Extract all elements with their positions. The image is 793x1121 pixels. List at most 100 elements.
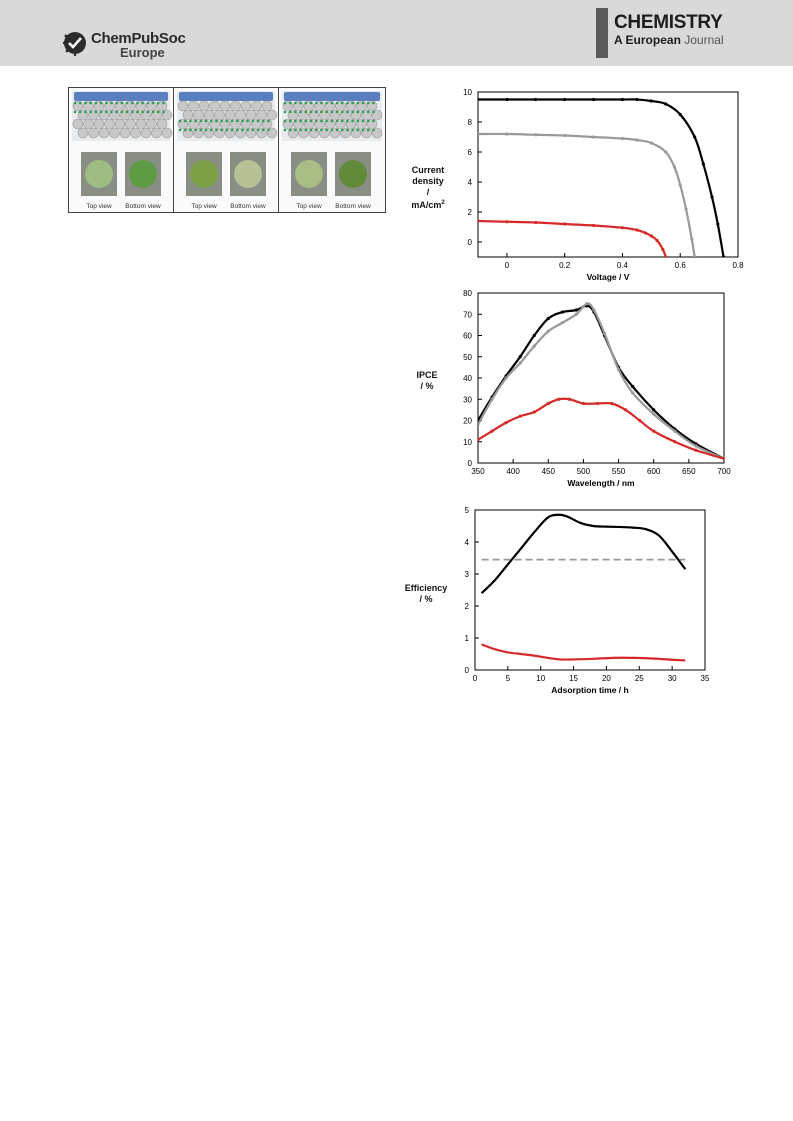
- dye-molecule: [288, 110, 292, 114]
- data-point-gray: [518, 361, 522, 365]
- dye-molecule: [199, 119, 203, 123]
- dye-molecule: [335, 110, 339, 114]
- dye-molecule: [84, 110, 87, 114]
- data-point-black: [664, 102, 668, 106]
- y-tick-label: 40: [463, 374, 472, 383]
- dye-molecule: [156, 101, 160, 105]
- x-tick-label: 0: [473, 674, 478, 683]
- dye-molecule: [194, 128, 197, 132]
- dye-molecule: [356, 119, 360, 123]
- jv-ylabel-line3: /: [426, 187, 430, 197]
- dye-molecule: [99, 110, 103, 114]
- data-point-black: [563, 97, 567, 102]
- dye-molecule: [267, 119, 270, 123]
- data-point-gray: [693, 255, 697, 257]
- dye-molecule: [340, 110, 344, 114]
- jv-ylabel-line4: mA/cm: [411, 200, 442, 210]
- data-point-gray: [616, 367, 621, 372]
- dye-molecule: [235, 119, 239, 123]
- dye-molecule: [325, 101, 328, 105]
- tio2-particle: [161, 127, 173, 139]
- y-tick-label: 2: [468, 208, 473, 217]
- tio2-particle: [72, 118, 84, 130]
- data-point-red: [649, 234, 653, 238]
- x-tick-label: 0.6: [675, 261, 687, 270]
- dye-molecule: [136, 101, 139, 105]
- dye-molecule: [151, 110, 155, 114]
- dye-molecule: [146, 110, 150, 114]
- dye-molecule: [330, 119, 334, 123]
- data-point-red: [643, 231, 648, 235]
- dye-molecule: [288, 101, 292, 105]
- photo-caption: Bottom view: [125, 203, 161, 210]
- dye-molecule: [366, 128, 370, 132]
- publisher-region: Europe: [120, 45, 165, 60]
- y-tick-label: 4: [468, 178, 473, 187]
- data-point-gray: [534, 133, 538, 137]
- dye-molecule: [294, 101, 297, 105]
- dye-molecule: [120, 101, 124, 105]
- data-point-black: [635, 97, 639, 102]
- data-point-gray: [684, 207, 688, 211]
- dye-molecule: [209, 119, 213, 123]
- data-point-red: [478, 438, 480, 442]
- scheme-panel-2: Top view Bottom view: [174, 88, 279, 212]
- journal-accent-bar: [596, 8, 608, 58]
- data-point-gray: [490, 397, 494, 401]
- data-point-black: [716, 222, 720, 226]
- dye-molecule: [330, 128, 334, 132]
- dye-molecule: [366, 119, 370, 123]
- dye-molecule: [366, 110, 370, 114]
- data-point-red: [505, 220, 509, 224]
- dye-molecule: [294, 119, 297, 123]
- dye-molecule: [340, 101, 344, 105]
- data-point-red: [635, 228, 639, 232]
- tio2-particle: [98, 127, 110, 139]
- dye-molecule: [283, 101, 287, 105]
- scheme-panel-3: Top view Bottom view: [279, 88, 385, 212]
- glass-substrate: [179, 92, 273, 101]
- dye-molecule: [330, 110, 334, 114]
- data-point-black: [710, 195, 714, 199]
- y-tick-label: 70: [463, 310, 472, 319]
- series-line-black: [480, 513, 687, 594]
- dye-molecule: [351, 128, 354, 132]
- dye-molecule: [304, 119, 308, 123]
- dye-molecule: [299, 128, 302, 132]
- data-point-black: [532, 333, 536, 338]
- dye-molecule: [320, 128, 323, 132]
- x-tick-label: 400: [506, 467, 520, 476]
- series-line-red: [478, 219, 667, 257]
- tio2-particle: [198, 100, 210, 112]
- dye-molecule: [110, 101, 113, 105]
- series-black: [480, 513, 687, 594]
- dye-molecule: [194, 119, 197, 123]
- glass-substrate: [284, 92, 380, 101]
- tio2-particle: [114, 118, 126, 130]
- data-point-red: [661, 247, 665, 252]
- x-tick-label: 450: [542, 467, 556, 476]
- series-gray: [478, 302, 724, 461]
- dye-molecule: [299, 110, 302, 114]
- ipce-ylabel-line1: IPCE: [416, 370, 438, 380]
- dye-molecule: [320, 101, 323, 105]
- dye-molecule: [120, 110, 124, 114]
- tio2-particle: [214, 109, 225, 121]
- data-point-black: [620, 97, 625, 102]
- data-point-black: [652, 408, 656, 412]
- data-point-gray: [560, 321, 564, 325]
- data-point-black: [574, 308, 578, 312]
- dye-molecule: [372, 101, 375, 105]
- dye-molecule: [220, 128, 223, 132]
- photo-caption: Bottom view: [335, 203, 371, 210]
- series-line-gray: [478, 302, 724, 460]
- tio2-particle: [83, 118, 94, 130]
- data-point-red: [655, 238, 659, 243]
- dye-molecule: [356, 128, 360, 132]
- dye-molecule: [283, 110, 287, 114]
- data-point-black: [678, 112, 682, 117]
- y-tick-label: 3: [465, 570, 470, 579]
- chart-axes: 350 400 450 500 550 600 650 700 0 10 20 30 40 50 60 70 8…: [463, 289, 731, 488]
- dye-molecule: [162, 110, 165, 114]
- dye-molecule: [125, 110, 129, 114]
